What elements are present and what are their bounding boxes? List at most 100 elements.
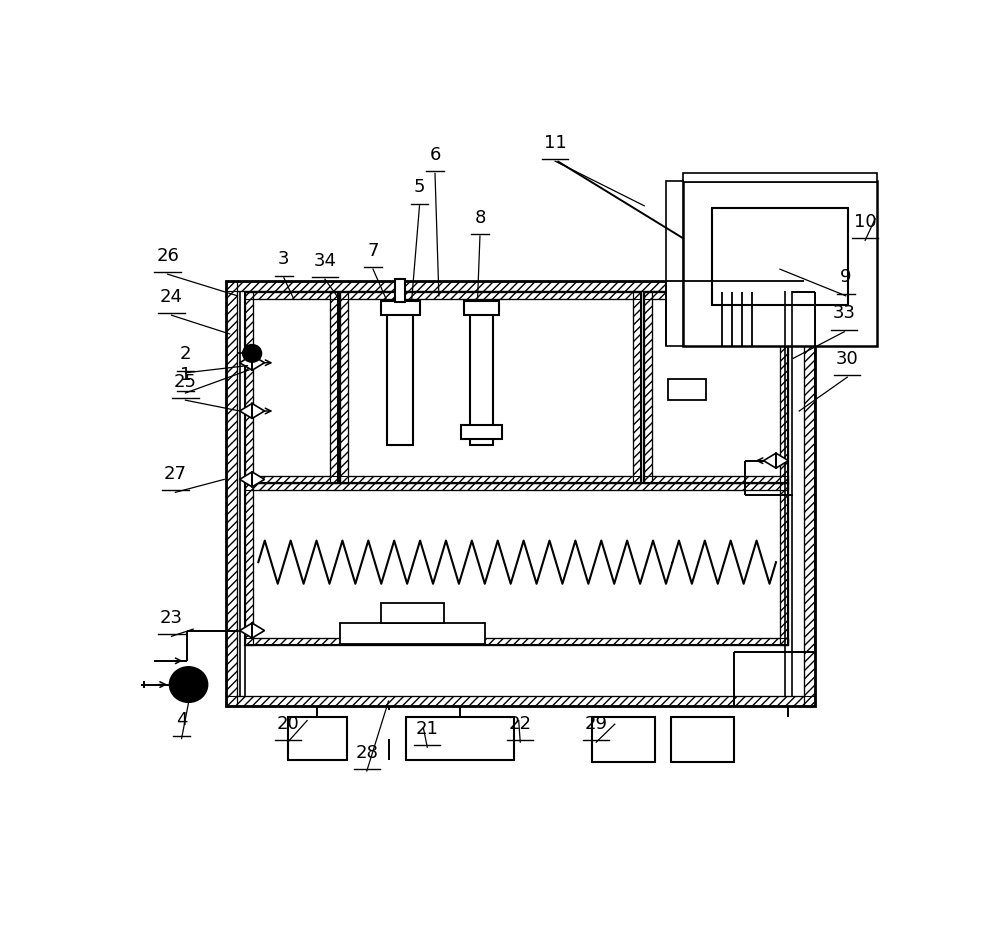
Text: 28: 28 (355, 743, 378, 762)
Bar (804, 281, 815, 706)
Bar (245, 293, 253, 483)
Text: 20: 20 (276, 714, 299, 733)
Bar (245, 293, 338, 483)
Bar (780, 293, 788, 483)
Bar (340, 293, 641, 483)
Text: 8: 8 (474, 209, 486, 226)
Bar (226, 281, 815, 706)
Bar (395, 280, 405, 302)
Bar (592, 717, 655, 762)
Bar (340, 292, 641, 299)
Bar (226, 281, 237, 706)
Text: 5: 5 (414, 179, 425, 196)
Bar (253, 490, 780, 638)
Bar (226, 281, 815, 292)
Text: 3: 3 (278, 251, 290, 268)
Bar (226, 281, 815, 292)
Text: 24: 24 (160, 288, 183, 306)
Bar (666, 180, 683, 346)
Bar (348, 299, 633, 476)
Bar (340, 292, 641, 299)
Bar (683, 180, 877, 346)
Bar (644, 476, 788, 483)
Bar (245, 483, 788, 490)
Bar (253, 299, 330, 476)
Bar (644, 293, 788, 483)
Text: 29: 29 (585, 714, 608, 733)
Bar (652, 299, 780, 476)
Bar (340, 476, 641, 483)
Bar (780, 483, 788, 645)
Bar (464, 301, 499, 315)
Circle shape (170, 668, 207, 702)
Bar (226, 696, 815, 706)
Bar (712, 208, 848, 305)
Bar (804, 281, 815, 706)
Bar (253, 490, 780, 638)
Polygon shape (240, 623, 252, 638)
Text: 2: 2 (180, 345, 191, 364)
Polygon shape (252, 404, 264, 419)
Text: 22: 22 (509, 714, 532, 733)
Polygon shape (776, 453, 788, 468)
Bar (683, 173, 877, 182)
Bar (288, 717, 347, 760)
Bar (245, 292, 338, 299)
Text: 11: 11 (544, 134, 566, 151)
Bar (406, 717, 514, 760)
Bar (340, 624, 485, 643)
Text: 9: 9 (840, 268, 852, 286)
Bar (226, 281, 237, 706)
Bar (340, 293, 348, 483)
Text: 25: 25 (174, 373, 197, 391)
Bar (644, 292, 788, 299)
Bar (245, 476, 338, 483)
Text: 30: 30 (836, 350, 859, 367)
Polygon shape (764, 453, 776, 468)
Bar (245, 292, 338, 299)
Bar (330, 293, 338, 483)
Bar (253, 299, 330, 476)
Bar (671, 717, 734, 762)
Bar (668, 379, 706, 400)
Bar (633, 293, 641, 483)
Bar (245, 483, 253, 645)
Bar (461, 424, 502, 439)
Text: 6: 6 (429, 146, 441, 164)
Text: 33: 33 (833, 305, 856, 323)
Bar (245, 483, 253, 645)
Polygon shape (252, 355, 264, 370)
Bar (245, 638, 788, 645)
Text: 4: 4 (176, 712, 187, 729)
Bar (226, 696, 815, 706)
Bar (780, 293, 788, 483)
Bar (387, 301, 413, 445)
Bar (245, 483, 788, 490)
Bar (237, 292, 804, 696)
Bar (245, 483, 788, 645)
Circle shape (243, 345, 261, 362)
Bar (644, 293, 652, 483)
Bar (381, 301, 420, 315)
Bar (381, 603, 444, 624)
Polygon shape (240, 404, 252, 419)
Bar (340, 476, 641, 483)
Polygon shape (252, 623, 264, 638)
Bar (633, 293, 641, 483)
Text: 34: 34 (313, 252, 336, 270)
Bar (245, 293, 253, 483)
Bar (644, 293, 652, 483)
Bar (245, 638, 788, 645)
Text: 10: 10 (854, 213, 876, 231)
Bar (652, 299, 780, 476)
Polygon shape (252, 472, 264, 487)
Text: 23: 23 (160, 609, 183, 627)
Bar (780, 483, 788, 645)
Text: 1: 1 (180, 366, 191, 383)
Bar (644, 476, 788, 483)
Bar (340, 293, 348, 483)
Text: 27: 27 (164, 465, 187, 483)
Text: 21: 21 (416, 720, 439, 738)
Text: 26: 26 (156, 247, 179, 265)
Polygon shape (240, 355, 252, 370)
